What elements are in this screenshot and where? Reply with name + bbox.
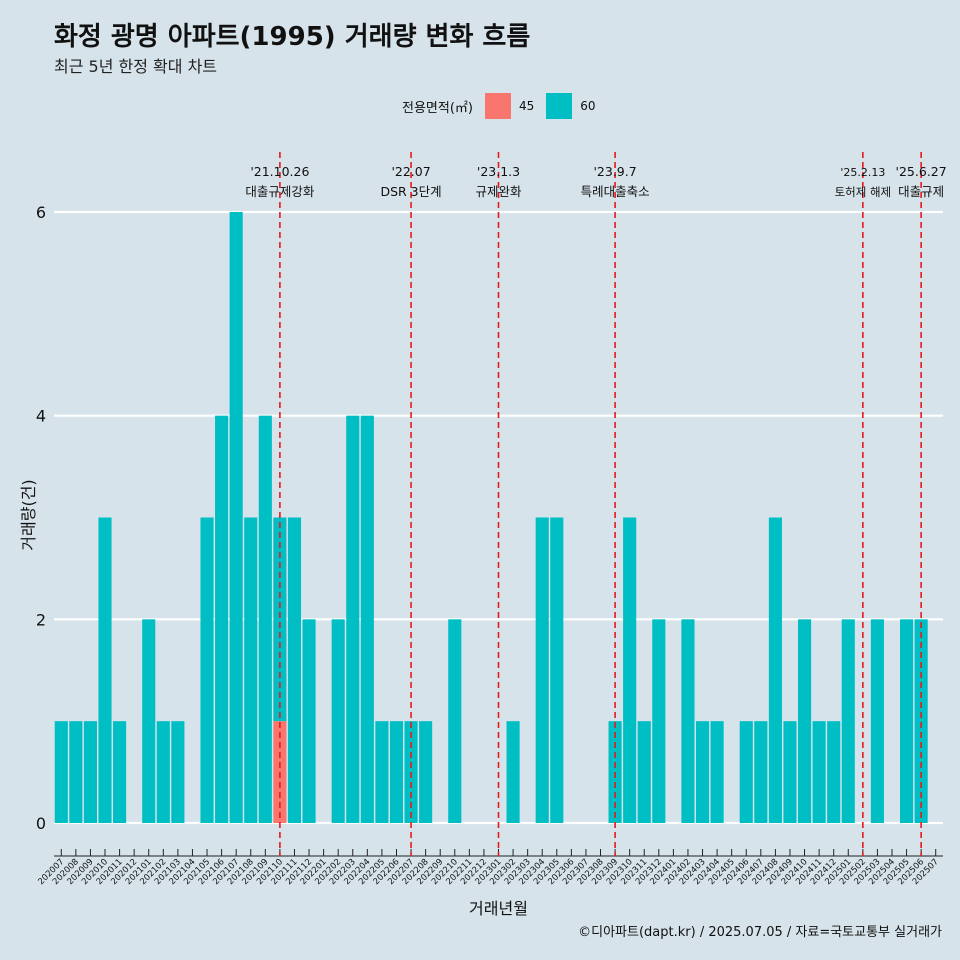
chart-subtitle: 최근 5년 한정 확대 차트 [54,57,218,76]
bar-60-202407 [754,721,768,823]
source-caption: ©디아파트(dapt.kr) / 2025.07.05 / 자료=국토교통부 실… [578,925,942,940]
legend: 전용면적(㎡) 45 60 [402,93,596,119]
bar-60-202409 [783,721,797,823]
event-label: 대출규제 [898,184,944,199]
bar-60-202302 [506,721,520,823]
legend-label-45: 45 [518,99,535,113]
legend-title: 전용면적(㎡) [402,100,473,116]
bar-60-202008 [69,721,83,823]
bar-60-202304 [535,517,549,823]
bar-60-202402 [681,619,695,823]
bar-60-202501 [841,619,855,823]
y-tick-label: 0 [36,814,46,833]
bar-60-202107 [229,212,243,823]
bar-60-202106 [215,415,229,823]
bar-60-202312 [652,619,666,823]
bar-60-202111 [287,517,302,823]
bar-60-202411 [812,721,826,823]
bar-60-202408 [768,517,782,823]
bar-60-202506 [914,619,928,823]
bar-60-202105 [200,517,214,823]
bar-60-202206 [389,721,404,823]
bar-60-202204 [360,415,374,823]
bar-60-202103 [171,721,185,823]
bar-60-202009 [83,721,97,823]
bar-60-202404 [710,721,724,823]
bar-60-202205 [375,721,389,823]
legend-swatch-45 [484,93,511,119]
legend-swatch-60 [546,93,573,119]
event-date: '22.07 [391,164,430,179]
bar-60-202403 [695,721,710,823]
legend-label-60: 60 [580,99,596,113]
y-axis-title: 거래량(건) [19,479,38,550]
chart-title: 화정 광명 아파트(1995) 거래량 변화 흐름 [54,22,531,52]
event-label: 토허제 해제 [835,185,892,199]
bar-60-202109 [258,415,272,823]
event-date: '25.6.27 [896,164,947,179]
bar-60-202305 [550,517,564,823]
bar-60-202011 [113,721,127,823]
bar-60-202102 [156,721,170,823]
bar-60-202208 [419,721,433,823]
event-label: 대출규제강화 [245,184,315,199]
event-date: '25.2.13 [840,166,885,179]
bar-60-202505 [900,619,914,823]
bar-60-202412 [827,721,841,823]
bar-60-202210 [448,619,462,823]
event-label: DSR 3단계 [380,184,441,199]
bar-60-202406 [739,721,753,823]
bar-60-202007 [54,721,68,823]
bar-60-202311 [637,721,651,823]
bar-60-202203 [346,415,360,823]
y-tick-label: 6 [36,203,46,222]
bar-60-202108 [244,517,258,823]
bar-60-202101 [142,619,156,823]
event-label: 특례대출축소 [581,184,650,199]
bar-60-202503 [870,619,884,823]
bar-60-202410 [797,619,812,823]
event-date: '21.10.26 [250,164,309,179]
y-tick-label: 2 [36,610,46,629]
y-tick-label: 4 [36,407,46,426]
bar-60-202202 [331,619,345,823]
bar-60-202310 [623,517,637,823]
x-axis-title: 거래년월 [469,899,528,918]
bar-60-202010 [98,517,112,823]
event-label: 규제완화 [475,184,522,199]
event-date: '23.1.3 [477,164,520,179]
bar-60-202110 [273,517,287,722]
bar-60-202112 [302,619,316,823]
event-date: '23.9.7 [593,164,636,179]
